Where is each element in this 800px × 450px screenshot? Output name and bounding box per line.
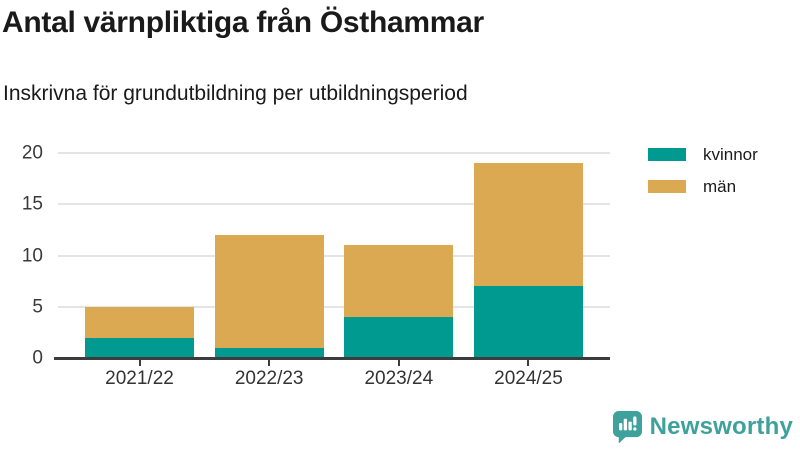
x-tick	[268, 359, 271, 366]
bar-segment-män-2022-23	[214, 235, 324, 348]
y-tick-label-15: 15	[21, 193, 43, 215]
x-cell-2021-22: 2021/22	[85, 358, 194, 390]
bar-segment-män-2023-24	[344, 245, 454, 317]
bar-segment-kvinnor-2024-25	[473, 286, 583, 358]
gridline-5	[58, 305, 610, 308]
newsworthy-bubble-chart-icon	[612, 411, 642, 444]
x-cell-2024-25: 2024/25	[474, 358, 583, 390]
x-tick-label-2021-22: 2021/22	[105, 368, 174, 389]
x-axis-line	[54, 357, 610, 360]
x-tick	[527, 359, 530, 366]
gridline-20	[58, 152, 610, 154]
x-tick-label-2022-23: 2022/23	[234, 368, 304, 389]
y-tick-label-5: 5	[32, 296, 43, 318]
bar-stack-2021-22	[85, 153, 194, 358]
gridline-15	[58, 203, 610, 206]
bar-segment-män-2024-25	[473, 163, 583, 287]
bar-segment-kvinnor-2022-23	[214, 347, 324, 358]
x-cell-2023-24: 2023/24	[344, 358, 453, 390]
legend-label-man: män	[703, 177, 737, 196]
x-tick	[138, 359, 141, 366]
bar-segment-kvinnor-2023-24	[344, 317, 454, 358]
legend-swatch-kvinnor	[648, 148, 686, 161]
y-axis-labels: 0 5 10 15 20	[0, 144, 46, 368]
legend-item-man: män	[648, 178, 758, 195]
plot-area: 2021/22 2022/23 2023/24 2024/25	[54, 152, 610, 389]
y-tick-label-0: 0	[32, 347, 43, 369]
legend-label-kvinnor: kvinnor	[703, 145, 758, 164]
bar-segment-män-2021-22	[85, 306, 194, 338]
gridline-10	[58, 254, 610, 257]
bar-stack-2024-25	[473, 153, 583, 358]
x-tick-label-2024-25: 2024/25	[494, 368, 563, 389]
x-cell-2022-23: 2022/23	[215, 358, 324, 390]
y-tick-label-10: 10	[21, 245, 43, 266]
legend-swatch-man	[648, 180, 686, 193]
bar-stack-2023-24	[344, 153, 454, 358]
newsworthy-logo-text: Newsworthy	[649, 413, 793, 440]
legend: kvinnor män	[648, 146, 758, 195]
bar-segment-kvinnor-2021-22	[85, 337, 194, 358]
bar-stack-2022-23	[214, 153, 324, 358]
x-axis-labels: 2021/22 2022/23 2023/24 2024/25	[58, 358, 610, 390]
chart-subtitle: Inskrivna för grundutbildning per utbild…	[3, 82, 468, 105]
chart-title: Antal värnpliktiga från Östhammar	[2, 6, 484, 39]
legend-item-kvinnor: kvinnor	[648, 146, 758, 163]
newsworthy-logo: Newsworthy	[612, 410, 793, 444]
bar-series	[58, 153, 610, 358]
x-tick-label-2023-24: 2023/24	[364, 368, 434, 389]
x-tick	[397, 359, 400, 366]
y-tick-label-20: 20	[21, 142, 43, 164]
